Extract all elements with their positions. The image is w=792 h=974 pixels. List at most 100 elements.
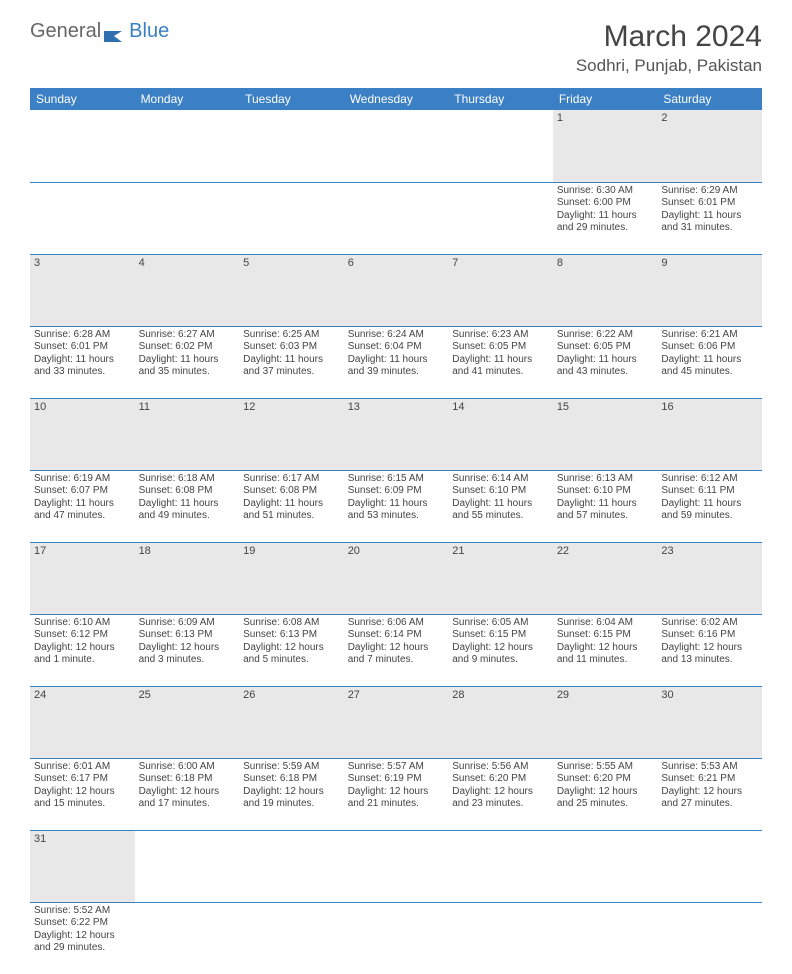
logo-text-2: Blue bbox=[129, 20, 169, 43]
sunset-text: Sunset: 6:09 PM bbox=[348, 485, 445, 498]
daynum-row: 3456789 bbox=[30, 254, 762, 326]
sunrise-text: Sunrise: 6:02 AM bbox=[661, 617, 758, 630]
day-number: 25 bbox=[135, 686, 240, 758]
day-cell: Sunrise: 6:28 AMSunset: 6:01 PMDaylight:… bbox=[30, 326, 135, 398]
day-number: 15 bbox=[553, 398, 658, 470]
day-cell: Sunrise: 6:29 AMSunset: 6:01 PMDaylight:… bbox=[657, 182, 762, 254]
daylight-text: Daylight: 12 hours and 25 minutes. bbox=[557, 786, 654, 811]
day-number: 24 bbox=[30, 686, 135, 758]
day-number: 9 bbox=[657, 254, 762, 326]
day-number: 21 bbox=[448, 542, 553, 614]
day-number: 17 bbox=[30, 542, 135, 614]
daylight-text: Daylight: 11 hours and 51 minutes. bbox=[243, 498, 340, 523]
day-number bbox=[657, 830, 762, 902]
day-number: 19 bbox=[239, 542, 344, 614]
day-cell: Sunrise: 6:24 AMSunset: 6:04 PMDaylight:… bbox=[344, 326, 449, 398]
day-cell: Sunrise: 6:06 AMSunset: 6:14 PMDaylight:… bbox=[344, 614, 449, 686]
daylight-text: Daylight: 11 hours and 37 minutes. bbox=[243, 354, 340, 379]
day-number bbox=[135, 110, 240, 182]
day-cell: Sunrise: 5:57 AMSunset: 6:19 PMDaylight:… bbox=[344, 758, 449, 830]
day-cell bbox=[239, 902, 344, 974]
sunrise-text: Sunrise: 5:53 AM bbox=[661, 761, 758, 774]
day-cell: Sunrise: 5:53 AMSunset: 6:21 PMDaylight:… bbox=[657, 758, 762, 830]
day-cell: Sunrise: 6:13 AMSunset: 6:10 PMDaylight:… bbox=[553, 470, 658, 542]
day-number: 1 bbox=[553, 110, 658, 182]
daylight-text: Daylight: 11 hours and 41 minutes. bbox=[452, 354, 549, 379]
day-cell: Sunrise: 6:30 AMSunset: 6:00 PMDaylight:… bbox=[553, 182, 658, 254]
day-number: 31 bbox=[30, 830, 135, 902]
day-number bbox=[344, 830, 449, 902]
header: General Blue March 2024 Sodhri, Punjab, … bbox=[30, 20, 762, 76]
day-cell: Sunrise: 6:08 AMSunset: 6:13 PMDaylight:… bbox=[239, 614, 344, 686]
sunrise-text: Sunrise: 6:24 AM bbox=[348, 329, 445, 342]
day-number: 11 bbox=[135, 398, 240, 470]
sunrise-text: Sunrise: 6:12 AM bbox=[661, 473, 758, 486]
sunset-text: Sunset: 6:03 PM bbox=[243, 341, 340, 354]
day-cell: Sunrise: 6:02 AMSunset: 6:16 PMDaylight:… bbox=[657, 614, 762, 686]
daylight-text: Daylight: 11 hours and 29 minutes. bbox=[557, 210, 654, 235]
day-number: 6 bbox=[344, 254, 449, 326]
calendar-table: Sunday Monday Tuesday Wednesday Thursday… bbox=[30, 88, 762, 974]
calendar-body: 12Sunrise: 6:30 AMSunset: 6:00 PMDayligh… bbox=[30, 110, 762, 974]
daylight-text: Daylight: 12 hours and 13 minutes. bbox=[661, 642, 758, 667]
sunset-text: Sunset: 6:01 PM bbox=[661, 197, 758, 210]
day-number: 29 bbox=[553, 686, 658, 758]
sunset-text: Sunset: 6:18 PM bbox=[139, 773, 236, 786]
col-sunday: Sunday bbox=[30, 88, 135, 110]
daylight-text: Daylight: 12 hours and 1 minute. bbox=[34, 642, 131, 667]
sunrise-text: Sunrise: 6:27 AM bbox=[139, 329, 236, 342]
day-number bbox=[553, 830, 658, 902]
col-wednesday: Wednesday bbox=[344, 88, 449, 110]
day-number bbox=[30, 110, 135, 182]
day-number: 26 bbox=[239, 686, 344, 758]
day-number: 18 bbox=[135, 542, 240, 614]
day-number: 16 bbox=[657, 398, 762, 470]
sunrise-text: Sunrise: 6:13 AM bbox=[557, 473, 654, 486]
sunset-text: Sunset: 6:14 PM bbox=[348, 629, 445, 642]
day-number: 23 bbox=[657, 542, 762, 614]
sunset-text: Sunset: 6:08 PM bbox=[139, 485, 236, 498]
sunrise-text: Sunrise: 6:29 AM bbox=[661, 185, 758, 198]
day-cell: Sunrise: 6:17 AMSunset: 6:08 PMDaylight:… bbox=[239, 470, 344, 542]
day-number: 28 bbox=[448, 686, 553, 758]
sunset-text: Sunset: 6:20 PM bbox=[452, 773, 549, 786]
day-cell: Sunrise: 6:09 AMSunset: 6:13 PMDaylight:… bbox=[135, 614, 240, 686]
sunset-text: Sunset: 6:05 PM bbox=[452, 341, 549, 354]
day-cell: Sunrise: 5:52 AMSunset: 6:22 PMDaylight:… bbox=[30, 902, 135, 974]
logo-text-1: General bbox=[30, 20, 101, 43]
sunrise-text: Sunrise: 6:01 AM bbox=[34, 761, 131, 774]
day-number: 20 bbox=[344, 542, 449, 614]
daylight-text: Daylight: 12 hours and 5 minutes. bbox=[243, 642, 340, 667]
sunrise-text: Sunrise: 6:10 AM bbox=[34, 617, 131, 630]
sunrise-text: Sunrise: 6:05 AM bbox=[452, 617, 549, 630]
day-cell: Sunrise: 6:01 AMSunset: 6:17 PMDaylight:… bbox=[30, 758, 135, 830]
sunrise-text: Sunrise: 6:21 AM bbox=[661, 329, 758, 342]
sunrise-text: Sunrise: 6:04 AM bbox=[557, 617, 654, 630]
sunset-text: Sunset: 6:15 PM bbox=[557, 629, 654, 642]
logo: General Blue bbox=[30, 20, 169, 43]
daylight-text: Daylight: 11 hours and 31 minutes. bbox=[661, 210, 758, 235]
day-cell: Sunrise: 6:14 AMSunset: 6:10 PMDaylight:… bbox=[448, 470, 553, 542]
day-number: 8 bbox=[553, 254, 658, 326]
sunrise-text: Sunrise: 6:22 AM bbox=[557, 329, 654, 342]
flag-icon bbox=[104, 25, 126, 39]
day-cell: Sunrise: 6:12 AMSunset: 6:11 PMDaylight:… bbox=[657, 470, 762, 542]
sunset-text: Sunset: 6:12 PM bbox=[34, 629, 131, 642]
daynum-row: 10111213141516 bbox=[30, 398, 762, 470]
daynum-row: 17181920212223 bbox=[30, 542, 762, 614]
day-cell: Sunrise: 6:21 AMSunset: 6:06 PMDaylight:… bbox=[657, 326, 762, 398]
daylight-text: Daylight: 12 hours and 23 minutes. bbox=[452, 786, 549, 811]
sunrise-text: Sunrise: 6:25 AM bbox=[243, 329, 340, 342]
sunset-text: Sunset: 6:06 PM bbox=[661, 341, 758, 354]
sunset-text: Sunset: 6:07 PM bbox=[34, 485, 131, 498]
daynum-row: 12 bbox=[30, 110, 762, 182]
daylight-text: Daylight: 12 hours and 17 minutes. bbox=[139, 786, 236, 811]
sunset-text: Sunset: 6:08 PM bbox=[243, 485, 340, 498]
daylight-text: Daylight: 12 hours and 19 minutes. bbox=[243, 786, 340, 811]
sunset-text: Sunset: 6:04 PM bbox=[348, 341, 445, 354]
day-number bbox=[239, 830, 344, 902]
sunrise-text: Sunrise: 6:23 AM bbox=[452, 329, 549, 342]
day-number: 4 bbox=[135, 254, 240, 326]
day-cell bbox=[448, 182, 553, 254]
sunset-text: Sunset: 6:05 PM bbox=[557, 341, 654, 354]
